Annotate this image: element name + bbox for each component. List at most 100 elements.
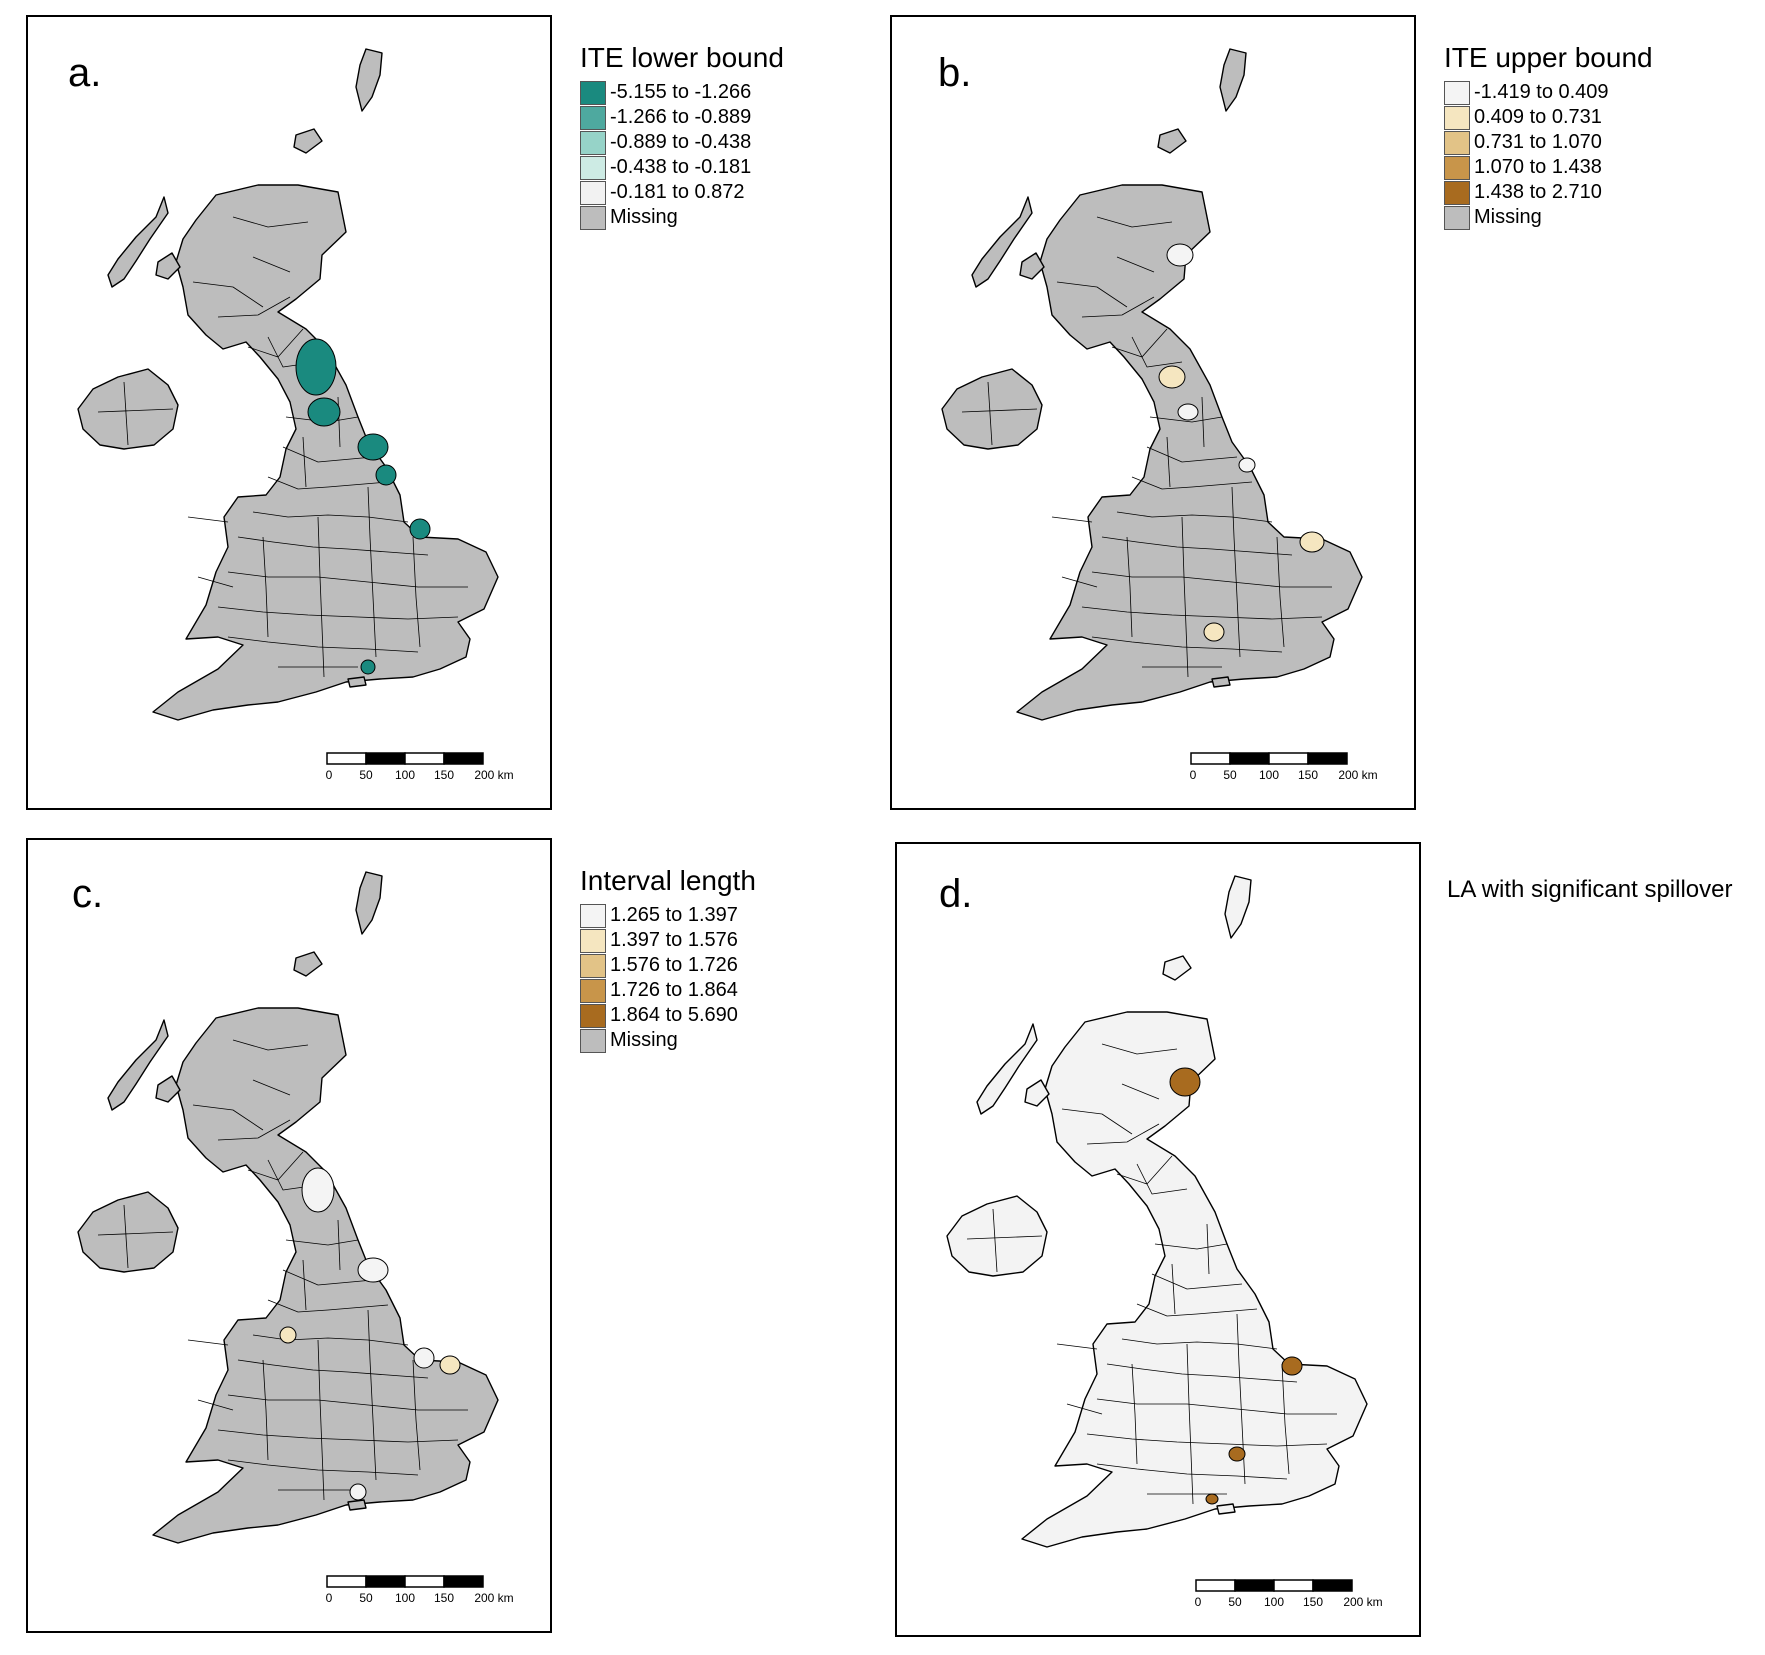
la-boundary (1096, 216, 1173, 228)
la-region (307, 397, 341, 427)
scale-label: 50 (1223, 768, 1237, 782)
la-boundary (1106, 1363, 1298, 1383)
legend-title-c: Interval length (580, 865, 756, 896)
la-region (1281, 1356, 1303, 1376)
scale-label: 0 (1189, 768, 1197, 782)
landmass-orkney (1157, 128, 1187, 154)
scale-bar-graphic-c (326, 1575, 484, 1588)
la-boundary (1061, 1108, 1133, 1135)
legend-item: 0.409 to 0.731 (1444, 105, 1653, 130)
legend-label: Missing (1474, 206, 1542, 228)
legend-item: Missing (580, 1028, 756, 1053)
scale-bar-b: 0 50 100 150 200 km (1190, 752, 1378, 782)
legend-item: 1.397 to 1.576 (580, 928, 756, 953)
landmass-ni (941, 368, 1043, 450)
map-panel-b: b. 0 50 100 150 200 km (890, 15, 1416, 810)
la-region (1177, 403, 1199, 421)
la-boundary (1186, 1343, 1194, 1505)
map-base-c (77, 871, 499, 1544)
la-region (1169, 1067, 1201, 1097)
legend-a: ITE lower bound -5.155 to -1.266 -1.266 t… (580, 42, 784, 230)
scale-label: 50 (359, 768, 373, 782)
scale-label: 100 (1258, 768, 1280, 782)
landmass-shetland (1224, 875, 1252, 939)
scale-label: 150 (1302, 1595, 1324, 1609)
la-boundary (97, 1231, 174, 1236)
la-boundary (1081, 296, 1155, 318)
la-boundary (197, 576, 234, 588)
la-boundary (961, 408, 1038, 413)
legend-label: -0.181 to 0.872 (610, 181, 745, 203)
la-boundary (252, 511, 409, 523)
legend-item: 1.265 to 1.397 (580, 903, 756, 928)
legend-items-a: -5.155 to -1.266 -1.266 to -0.889 -0.889 t… (580, 80, 784, 230)
la-boundary (367, 486, 377, 658)
legend-swatch (580, 978, 606, 1003)
la-boundary (1281, 1363, 1290, 1475)
la-boundary (285, 1239, 359, 1246)
landmass-shetland (355, 48, 383, 112)
landmass-hebrides (976, 1023, 1038, 1115)
legend-swatch (580, 1028, 606, 1053)
legend-item: -0.889 to -0.438 (580, 130, 784, 155)
la-region (301, 1167, 335, 1213)
la-boundary (282, 446, 374, 463)
landmass-shetland (355, 871, 383, 935)
la-boundary (1091, 571, 1332, 588)
la-boundary (187, 516, 229, 523)
la-boundary (412, 536, 421, 648)
uk-map-b (941, 48, 1363, 721)
legend-note-d: LA with significant spillover (1447, 876, 1733, 903)
la-boundary (317, 1339, 325, 1501)
la-region (1205, 1493, 1219, 1505)
uk-map-a (77, 48, 499, 721)
la-region (413, 1347, 435, 1369)
legend-label: Missing (610, 206, 678, 228)
scale-label: 0 (1194, 1595, 1202, 1609)
legend-item: 1.070 to 1.438 (1444, 155, 1653, 180)
legend-title-a: ITE lower bound (580, 42, 784, 73)
legend-swatch (1444, 130, 1470, 155)
la-boundary (123, 1204, 129, 1269)
legend-swatch (580, 205, 606, 230)
landmass-iow (347, 1499, 367, 1511)
la-region (1228, 1446, 1246, 1462)
la-boundary (412, 1359, 421, 1471)
legend-swatch (580, 1003, 606, 1028)
la-region (1299, 531, 1325, 553)
scale-label: 200 km (474, 768, 514, 782)
la-boundary (1086, 1433, 1328, 1447)
la-boundary (1086, 1123, 1160, 1145)
landmass-skye (1019, 252, 1045, 280)
la-boundary (123, 381, 129, 446)
legend-swatch (580, 80, 606, 105)
scale-label: 50 (359, 1591, 373, 1605)
la-region (1158, 365, 1186, 389)
landmass-hebrides (971, 196, 1033, 288)
la-boundary (232, 1039, 309, 1051)
landmass-gb (152, 184, 499, 721)
la-boundary (1051, 516, 1093, 523)
uk-map-d (946, 875, 1368, 1548)
legend-swatch (580, 105, 606, 130)
la-boundary (1136, 1303, 1258, 1317)
legend-c: Interval length 1.265 to 1.397 1.397 to 1… (580, 865, 756, 1053)
scale-bar-graphic-d (1195, 1579, 1353, 1592)
la-boundary (197, 1399, 234, 1411)
la-boundary (237, 536, 429, 556)
uk-map-c (77, 871, 499, 1544)
la-boundary (187, 1339, 229, 1346)
scale-labels-b: 0 50 100 150 200 km (1190, 768, 1390, 782)
legend-item: Missing (580, 205, 784, 230)
map-panel-c: c. 0 50 100 150 200 km (26, 838, 552, 1633)
map-highlights-b (1158, 243, 1325, 642)
legend-label: -5.155 to -1.266 (610, 81, 752, 103)
legend-label: -0.438 to -0.181 (610, 156, 752, 178)
la-boundary (1151, 1273, 1243, 1290)
la-boundary (217, 1119, 291, 1141)
legend-item: -0.438 to -0.181 (580, 155, 784, 180)
la-boundary (1126, 536, 1133, 638)
map-base-a (77, 48, 499, 721)
la-region (375, 464, 397, 486)
scale-label: 150 (1297, 768, 1319, 782)
